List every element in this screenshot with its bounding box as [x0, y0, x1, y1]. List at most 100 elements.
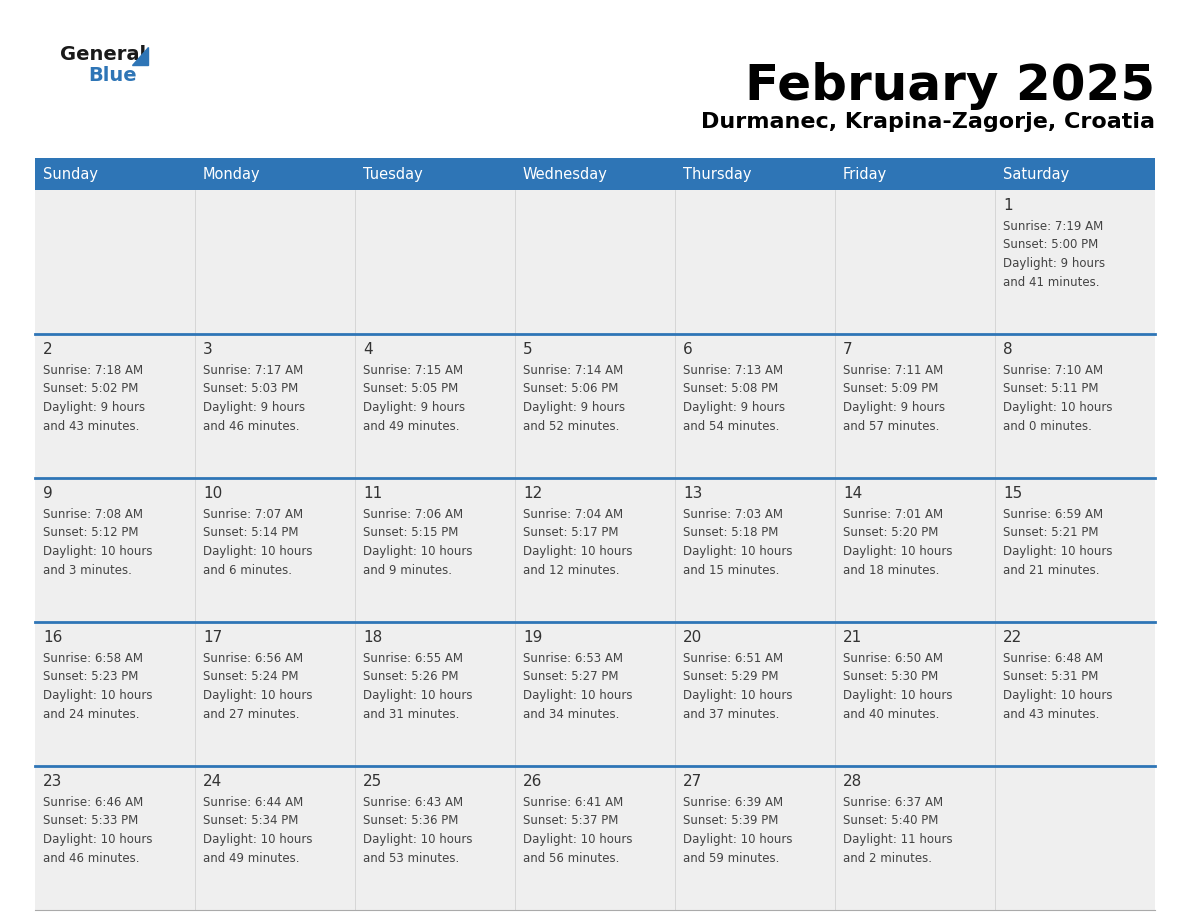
Text: 5: 5 [523, 342, 532, 357]
Text: 15: 15 [1003, 486, 1022, 501]
Text: Sunrise: 6:58 AM
Sunset: 5:23 PM
Daylight: 10 hours
and 24 minutes.: Sunrise: 6:58 AM Sunset: 5:23 PM Dayligh… [43, 652, 152, 721]
Text: Sunrise: 6:43 AM
Sunset: 5:36 PM
Daylight: 10 hours
and 53 minutes.: Sunrise: 6:43 AM Sunset: 5:36 PM Dayligh… [364, 796, 473, 865]
Bar [516, 190, 675, 334]
Bar [996, 190, 1155, 334]
Bar [996, 478, 1155, 622]
Bar [835, 190, 996, 334]
Text: Sunrise: 7:04 AM
Sunset: 5:17 PM
Daylight: 10 hours
and 12 minutes.: Sunrise: 7:04 AM Sunset: 5:17 PM Dayligh… [523, 508, 632, 577]
Text: 23: 23 [43, 774, 63, 789]
Text: Sunrise: 6:55 AM
Sunset: 5:26 PM
Daylight: 10 hours
and 31 minutes.: Sunrise: 6:55 AM Sunset: 5:26 PM Dayligh… [364, 652, 473, 721]
Bar [675, 158, 835, 190]
Text: Sunrise: 7:14 AM
Sunset: 5:06 PM
Daylight: 9 hours
and 52 minutes.: Sunrise: 7:14 AM Sunset: 5:06 PM Dayligh… [523, 364, 625, 432]
Text: Sunrise: 7:08 AM
Sunset: 5:12 PM
Daylight: 10 hours
and 3 minutes.: Sunrise: 7:08 AM Sunset: 5:12 PM Dayligh… [43, 508, 152, 577]
Text: Sunrise: 7:13 AM
Sunset: 5:08 PM
Daylight: 9 hours
and 54 minutes.: Sunrise: 7:13 AM Sunset: 5:08 PM Dayligh… [683, 364, 785, 432]
Text: 17: 17 [203, 630, 222, 645]
Text: Sunrise: 7:18 AM
Sunset: 5:02 PM
Daylight: 9 hours
and 43 minutes.: Sunrise: 7:18 AM Sunset: 5:02 PM Dayligh… [43, 364, 145, 432]
Text: 3: 3 [203, 342, 213, 357]
Text: 12: 12 [523, 486, 542, 501]
Text: 25: 25 [364, 774, 383, 789]
Bar [835, 334, 996, 478]
Bar [195, 622, 355, 766]
Text: 27: 27 [683, 774, 702, 789]
Text: 1: 1 [1003, 198, 1012, 213]
Text: 2: 2 [43, 342, 52, 357]
Text: Sunday: Sunday [43, 166, 97, 182]
Text: Sunrise: 7:19 AM
Sunset: 5:00 PM
Daylight: 9 hours
and 41 minutes.: Sunrise: 7:19 AM Sunset: 5:00 PM Dayligh… [1003, 220, 1105, 288]
Polygon shape [132, 47, 148, 65]
Text: Saturday: Saturday [1003, 166, 1069, 182]
Text: 14: 14 [843, 486, 862, 501]
Text: 18: 18 [364, 630, 383, 645]
Text: Friday: Friday [843, 166, 887, 182]
Bar [195, 478, 355, 622]
Bar [355, 190, 516, 334]
Bar [355, 334, 516, 478]
Bar [34, 158, 195, 190]
Text: 26: 26 [523, 774, 543, 789]
Text: Wednesday: Wednesday [523, 166, 608, 182]
Bar [835, 622, 996, 766]
Text: 9: 9 [43, 486, 52, 501]
Text: General: General [61, 45, 146, 64]
Text: 4: 4 [364, 342, 373, 357]
Text: Sunrise: 6:59 AM
Sunset: 5:21 PM
Daylight: 10 hours
and 21 minutes.: Sunrise: 6:59 AM Sunset: 5:21 PM Dayligh… [1003, 508, 1112, 577]
Bar [675, 334, 835, 478]
Bar [516, 334, 675, 478]
Bar [516, 622, 675, 766]
Bar [835, 158, 996, 190]
Bar [34, 478, 195, 622]
Bar [675, 478, 835, 622]
Bar [355, 766, 516, 910]
Bar [996, 622, 1155, 766]
Bar [675, 622, 835, 766]
Bar [516, 478, 675, 622]
Bar [996, 158, 1155, 190]
Bar [516, 766, 675, 910]
Bar [355, 158, 516, 190]
Text: 11: 11 [364, 486, 383, 501]
Text: Sunrise: 7:07 AM
Sunset: 5:14 PM
Daylight: 10 hours
and 6 minutes.: Sunrise: 7:07 AM Sunset: 5:14 PM Dayligh… [203, 508, 312, 577]
Bar [34, 622, 195, 766]
Text: 6: 6 [683, 342, 693, 357]
Bar [34, 334, 195, 478]
Text: Sunrise: 6:48 AM
Sunset: 5:31 PM
Daylight: 10 hours
and 43 minutes.: Sunrise: 6:48 AM Sunset: 5:31 PM Dayligh… [1003, 652, 1112, 721]
Text: February 2025: February 2025 [745, 62, 1155, 110]
Bar [996, 334, 1155, 478]
Text: 19: 19 [523, 630, 543, 645]
Text: Sunrise: 6:46 AM
Sunset: 5:33 PM
Daylight: 10 hours
and 46 minutes.: Sunrise: 6:46 AM Sunset: 5:33 PM Dayligh… [43, 796, 152, 865]
Text: Sunrise: 6:44 AM
Sunset: 5:34 PM
Daylight: 10 hours
and 49 minutes.: Sunrise: 6:44 AM Sunset: 5:34 PM Dayligh… [203, 796, 312, 865]
Bar [355, 478, 516, 622]
Text: Sunrise: 7:10 AM
Sunset: 5:11 PM
Daylight: 10 hours
and 0 minutes.: Sunrise: 7:10 AM Sunset: 5:11 PM Dayligh… [1003, 364, 1112, 432]
Text: 22: 22 [1003, 630, 1022, 645]
Text: Durmanec, Krapina-Zagorje, Croatia: Durmanec, Krapina-Zagorje, Croatia [701, 112, 1155, 132]
Bar [516, 158, 675, 190]
Bar [996, 766, 1155, 910]
Text: 20: 20 [683, 630, 702, 645]
Bar [195, 190, 355, 334]
Text: Sunrise: 6:37 AM
Sunset: 5:40 PM
Daylight: 11 hours
and 2 minutes.: Sunrise: 6:37 AM Sunset: 5:40 PM Dayligh… [843, 796, 953, 865]
Text: Sunrise: 7:03 AM
Sunset: 5:18 PM
Daylight: 10 hours
and 15 minutes.: Sunrise: 7:03 AM Sunset: 5:18 PM Dayligh… [683, 508, 792, 577]
Bar [675, 766, 835, 910]
Bar [195, 334, 355, 478]
Text: Sunrise: 7:06 AM
Sunset: 5:15 PM
Daylight: 10 hours
and 9 minutes.: Sunrise: 7:06 AM Sunset: 5:15 PM Dayligh… [364, 508, 473, 577]
Text: 16: 16 [43, 630, 63, 645]
Text: 21: 21 [843, 630, 862, 645]
Text: Sunrise: 6:50 AM
Sunset: 5:30 PM
Daylight: 10 hours
and 40 minutes.: Sunrise: 6:50 AM Sunset: 5:30 PM Dayligh… [843, 652, 953, 721]
Text: Blue: Blue [88, 66, 137, 85]
Text: 28: 28 [843, 774, 862, 789]
Text: 10: 10 [203, 486, 222, 501]
Text: Sunrise: 7:17 AM
Sunset: 5:03 PM
Daylight: 9 hours
and 46 minutes.: Sunrise: 7:17 AM Sunset: 5:03 PM Dayligh… [203, 364, 305, 432]
Bar [34, 190, 195, 334]
Text: Sunrise: 6:56 AM
Sunset: 5:24 PM
Daylight: 10 hours
and 27 minutes.: Sunrise: 6:56 AM Sunset: 5:24 PM Dayligh… [203, 652, 312, 721]
Bar [835, 478, 996, 622]
Text: Sunrise: 7:11 AM
Sunset: 5:09 PM
Daylight: 9 hours
and 57 minutes.: Sunrise: 7:11 AM Sunset: 5:09 PM Dayligh… [843, 364, 946, 432]
Text: Sunrise: 6:53 AM
Sunset: 5:27 PM
Daylight: 10 hours
and 34 minutes.: Sunrise: 6:53 AM Sunset: 5:27 PM Dayligh… [523, 652, 632, 721]
Bar [195, 766, 355, 910]
Text: Monday: Monday [203, 166, 260, 182]
Text: 7: 7 [843, 342, 853, 357]
Bar [34, 766, 195, 910]
Bar [835, 766, 996, 910]
Bar [675, 190, 835, 334]
Text: Sunrise: 7:15 AM
Sunset: 5:05 PM
Daylight: 9 hours
and 49 minutes.: Sunrise: 7:15 AM Sunset: 5:05 PM Dayligh… [364, 364, 466, 432]
Bar [195, 158, 355, 190]
